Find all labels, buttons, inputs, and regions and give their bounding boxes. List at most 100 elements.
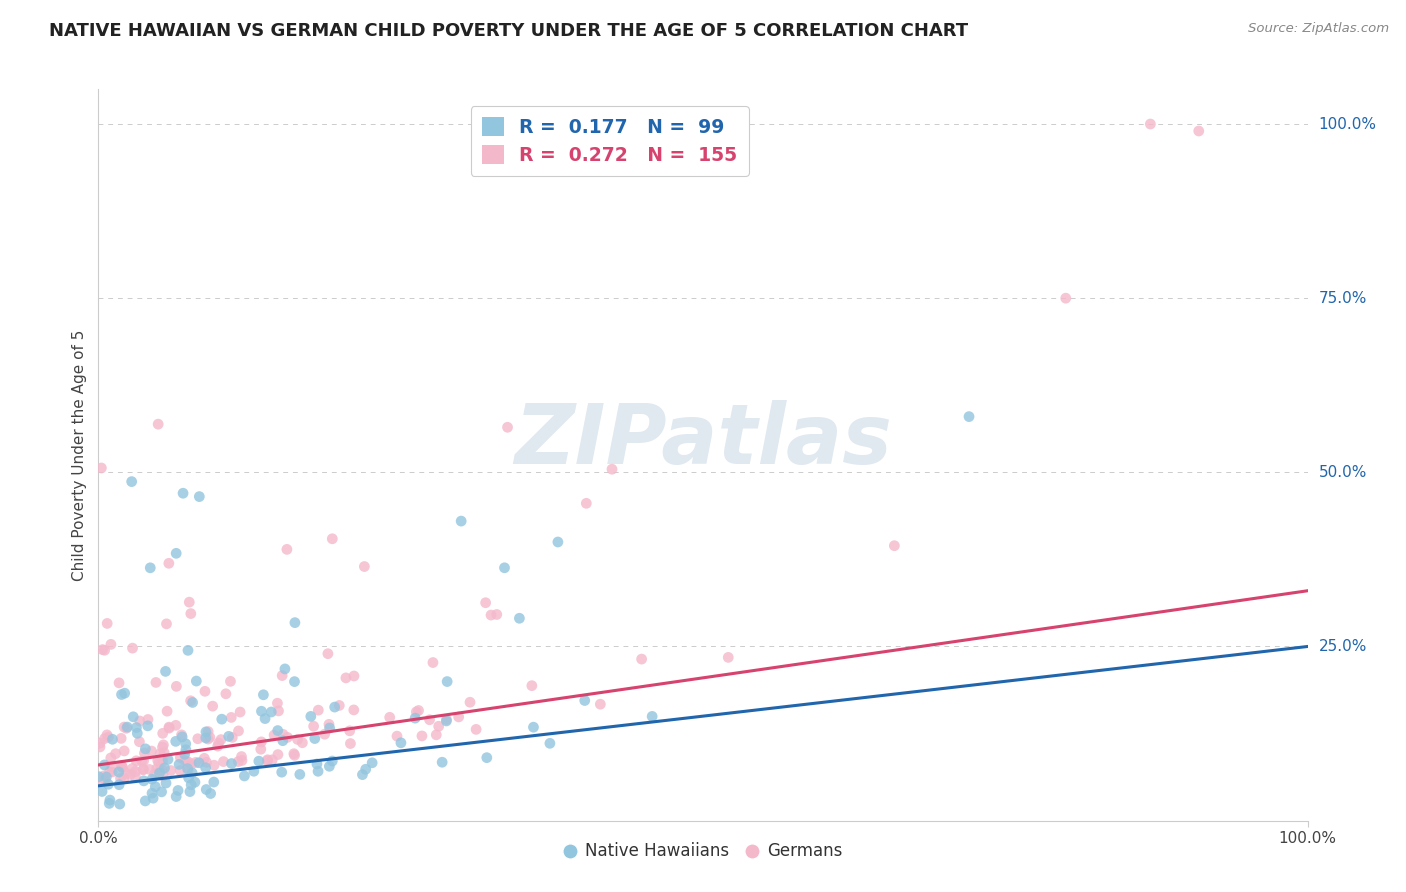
Point	[172, 486, 194, 500]
Point	[321, 532, 343, 546]
Point	[411, 729, 433, 743]
Point	[496, 420, 519, 434]
Point	[343, 669, 366, 683]
Point	[188, 490, 211, 504]
Point	[630, 652, 652, 666]
Point	[145, 675, 167, 690]
Point	[316, 647, 339, 661]
Point	[494, 561, 516, 575]
Point	[231, 754, 253, 768]
Point	[195, 756, 218, 770]
Point	[152, 740, 174, 755]
Point	[378, 710, 401, 724]
Point	[339, 723, 361, 738]
Point	[146, 762, 169, 776]
Point	[419, 713, 441, 727]
Point	[427, 719, 450, 733]
Point	[450, 514, 472, 528]
Point	[148, 766, 170, 780]
Point	[125, 721, 148, 735]
Point	[343, 703, 366, 717]
Point	[165, 718, 187, 732]
Point	[267, 723, 290, 738]
Point	[208, 736, 231, 750]
Point	[122, 710, 145, 724]
Point	[176, 762, 198, 776]
Y-axis label: Child Poverty Under the Age of 5: Child Poverty Under the Age of 5	[72, 329, 87, 581]
Point	[243, 764, 266, 779]
Point	[883, 539, 905, 553]
Point	[152, 726, 174, 740]
Point	[194, 731, 217, 745]
Point	[165, 546, 187, 560]
Point	[100, 637, 122, 651]
Point	[97, 730, 120, 744]
Point	[1139, 117, 1161, 131]
Point	[233, 769, 256, 783]
Point	[229, 705, 252, 719]
Point	[307, 764, 329, 779]
Point	[172, 730, 194, 744]
Point	[110, 772, 132, 786]
Point	[149, 764, 172, 778]
Point	[134, 746, 156, 760]
Point	[304, 731, 326, 746]
Point	[231, 749, 253, 764]
Point	[207, 739, 229, 753]
Point	[114, 686, 136, 700]
Text: 50.0%: 50.0%	[1319, 465, 1367, 480]
Point	[318, 721, 340, 735]
Point	[228, 723, 250, 738]
Point	[157, 721, 180, 735]
Point	[284, 748, 307, 763]
Point	[254, 712, 277, 726]
Point	[132, 763, 155, 777]
Point	[143, 767, 166, 781]
Point	[177, 755, 200, 769]
Text: 100.0%: 100.0%	[1319, 117, 1376, 131]
Point	[155, 665, 177, 679]
Point	[474, 596, 496, 610]
Point	[110, 731, 132, 746]
Point	[188, 756, 211, 770]
Point	[179, 784, 201, 798]
Point	[291, 736, 314, 750]
Point	[508, 611, 530, 625]
Point	[111, 760, 134, 774]
Point	[318, 717, 340, 731]
Point	[215, 687, 238, 701]
Point	[195, 782, 218, 797]
Point	[96, 616, 118, 631]
Text: 75.0%: 75.0%	[1319, 291, 1367, 306]
Point	[167, 757, 190, 772]
Point	[165, 679, 187, 693]
Point	[271, 668, 294, 682]
Point	[717, 650, 740, 665]
Point	[194, 761, 217, 775]
Point	[156, 704, 179, 718]
Point	[318, 759, 340, 773]
Point	[1188, 124, 1211, 138]
Point	[194, 724, 217, 739]
Point	[335, 671, 357, 685]
Point	[120, 767, 142, 781]
Point	[98, 797, 121, 811]
Point	[152, 769, 174, 783]
Point	[157, 720, 180, 734]
Point	[198, 731, 221, 745]
Point	[93, 769, 115, 783]
Legend: Native Hawaiians, Germans: Native Hawaiians, Germans	[557, 836, 849, 867]
Point	[91, 784, 114, 798]
Point	[152, 754, 174, 768]
Point	[124, 764, 146, 779]
Point	[458, 695, 481, 709]
Point	[173, 747, 195, 762]
Point	[146, 754, 169, 768]
Point	[134, 742, 156, 756]
Point	[299, 709, 322, 723]
Point	[115, 721, 138, 735]
Point	[93, 731, 115, 746]
Point	[307, 703, 329, 717]
Point	[485, 607, 508, 622]
Point	[170, 728, 193, 742]
